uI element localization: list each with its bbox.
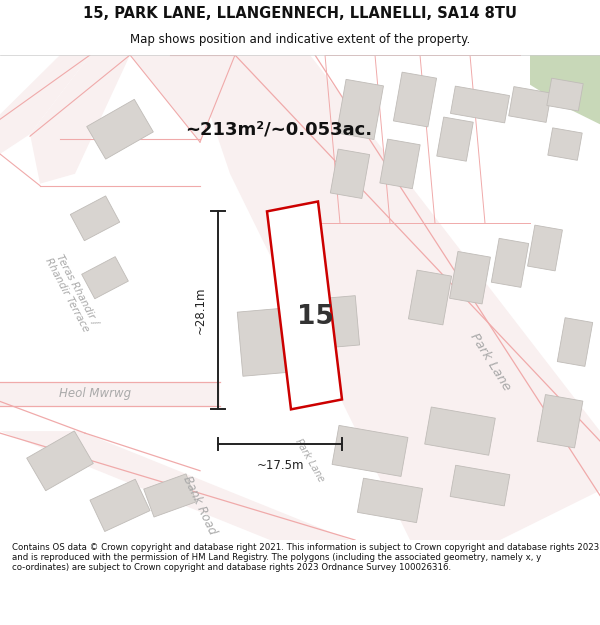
Polygon shape: [30, 55, 130, 184]
Polygon shape: [331, 149, 370, 199]
Text: Bank Road: Bank Road: [181, 474, 219, 537]
Polygon shape: [491, 238, 529, 288]
Polygon shape: [82, 257, 128, 299]
Polygon shape: [547, 78, 583, 111]
Polygon shape: [358, 478, 422, 522]
Polygon shape: [548, 128, 582, 160]
Polygon shape: [380, 139, 420, 189]
Polygon shape: [267, 201, 342, 409]
Text: ~28.1m: ~28.1m: [193, 287, 206, 334]
Polygon shape: [449, 251, 490, 304]
Polygon shape: [557, 318, 593, 366]
Text: 15: 15: [296, 304, 334, 330]
Polygon shape: [26, 431, 94, 491]
Text: Map shows position and indicative extent of the property.: Map shows position and indicative extent…: [130, 33, 470, 46]
Polygon shape: [86, 99, 154, 159]
Polygon shape: [210, 55, 600, 540]
Text: Park Lane: Park Lane: [293, 438, 326, 484]
Polygon shape: [451, 86, 509, 123]
Polygon shape: [144, 474, 196, 517]
Polygon shape: [509, 87, 551, 123]
Text: Park Lane: Park Lane: [467, 331, 513, 393]
Polygon shape: [310, 296, 359, 349]
Polygon shape: [450, 465, 510, 506]
Polygon shape: [237, 308, 293, 376]
Polygon shape: [90, 479, 150, 531]
Polygon shape: [332, 426, 408, 476]
Text: ~17.5m: ~17.5m: [256, 459, 304, 472]
Polygon shape: [425, 407, 496, 455]
Polygon shape: [394, 72, 437, 127]
Polygon shape: [537, 394, 583, 448]
Polygon shape: [130, 55, 235, 142]
Text: Heol Mwrwg: Heol Mwrwg: [59, 387, 131, 400]
Text: ~213m²/~0.053ac.: ~213m²/~0.053ac.: [185, 120, 372, 138]
Polygon shape: [0, 431, 350, 540]
Polygon shape: [0, 382, 220, 406]
Text: Teras Rhandir /
Rhandir Terrace: Teras Rhandir / Rhandir Terrace: [43, 251, 101, 334]
Polygon shape: [409, 270, 452, 325]
Polygon shape: [0, 55, 90, 154]
Polygon shape: [337, 79, 383, 139]
Polygon shape: [527, 225, 562, 271]
Polygon shape: [530, 55, 600, 124]
Polygon shape: [437, 117, 473, 161]
Text: 15, PARK LANE, LLANGENNECH, LLANELLI, SA14 8TU: 15, PARK LANE, LLANGENNECH, LLANELLI, SA…: [83, 6, 517, 21]
Text: Contains OS data © Crown copyright and database right 2021. This information is : Contains OS data © Crown copyright and d…: [12, 542, 599, 572]
Polygon shape: [70, 196, 120, 241]
